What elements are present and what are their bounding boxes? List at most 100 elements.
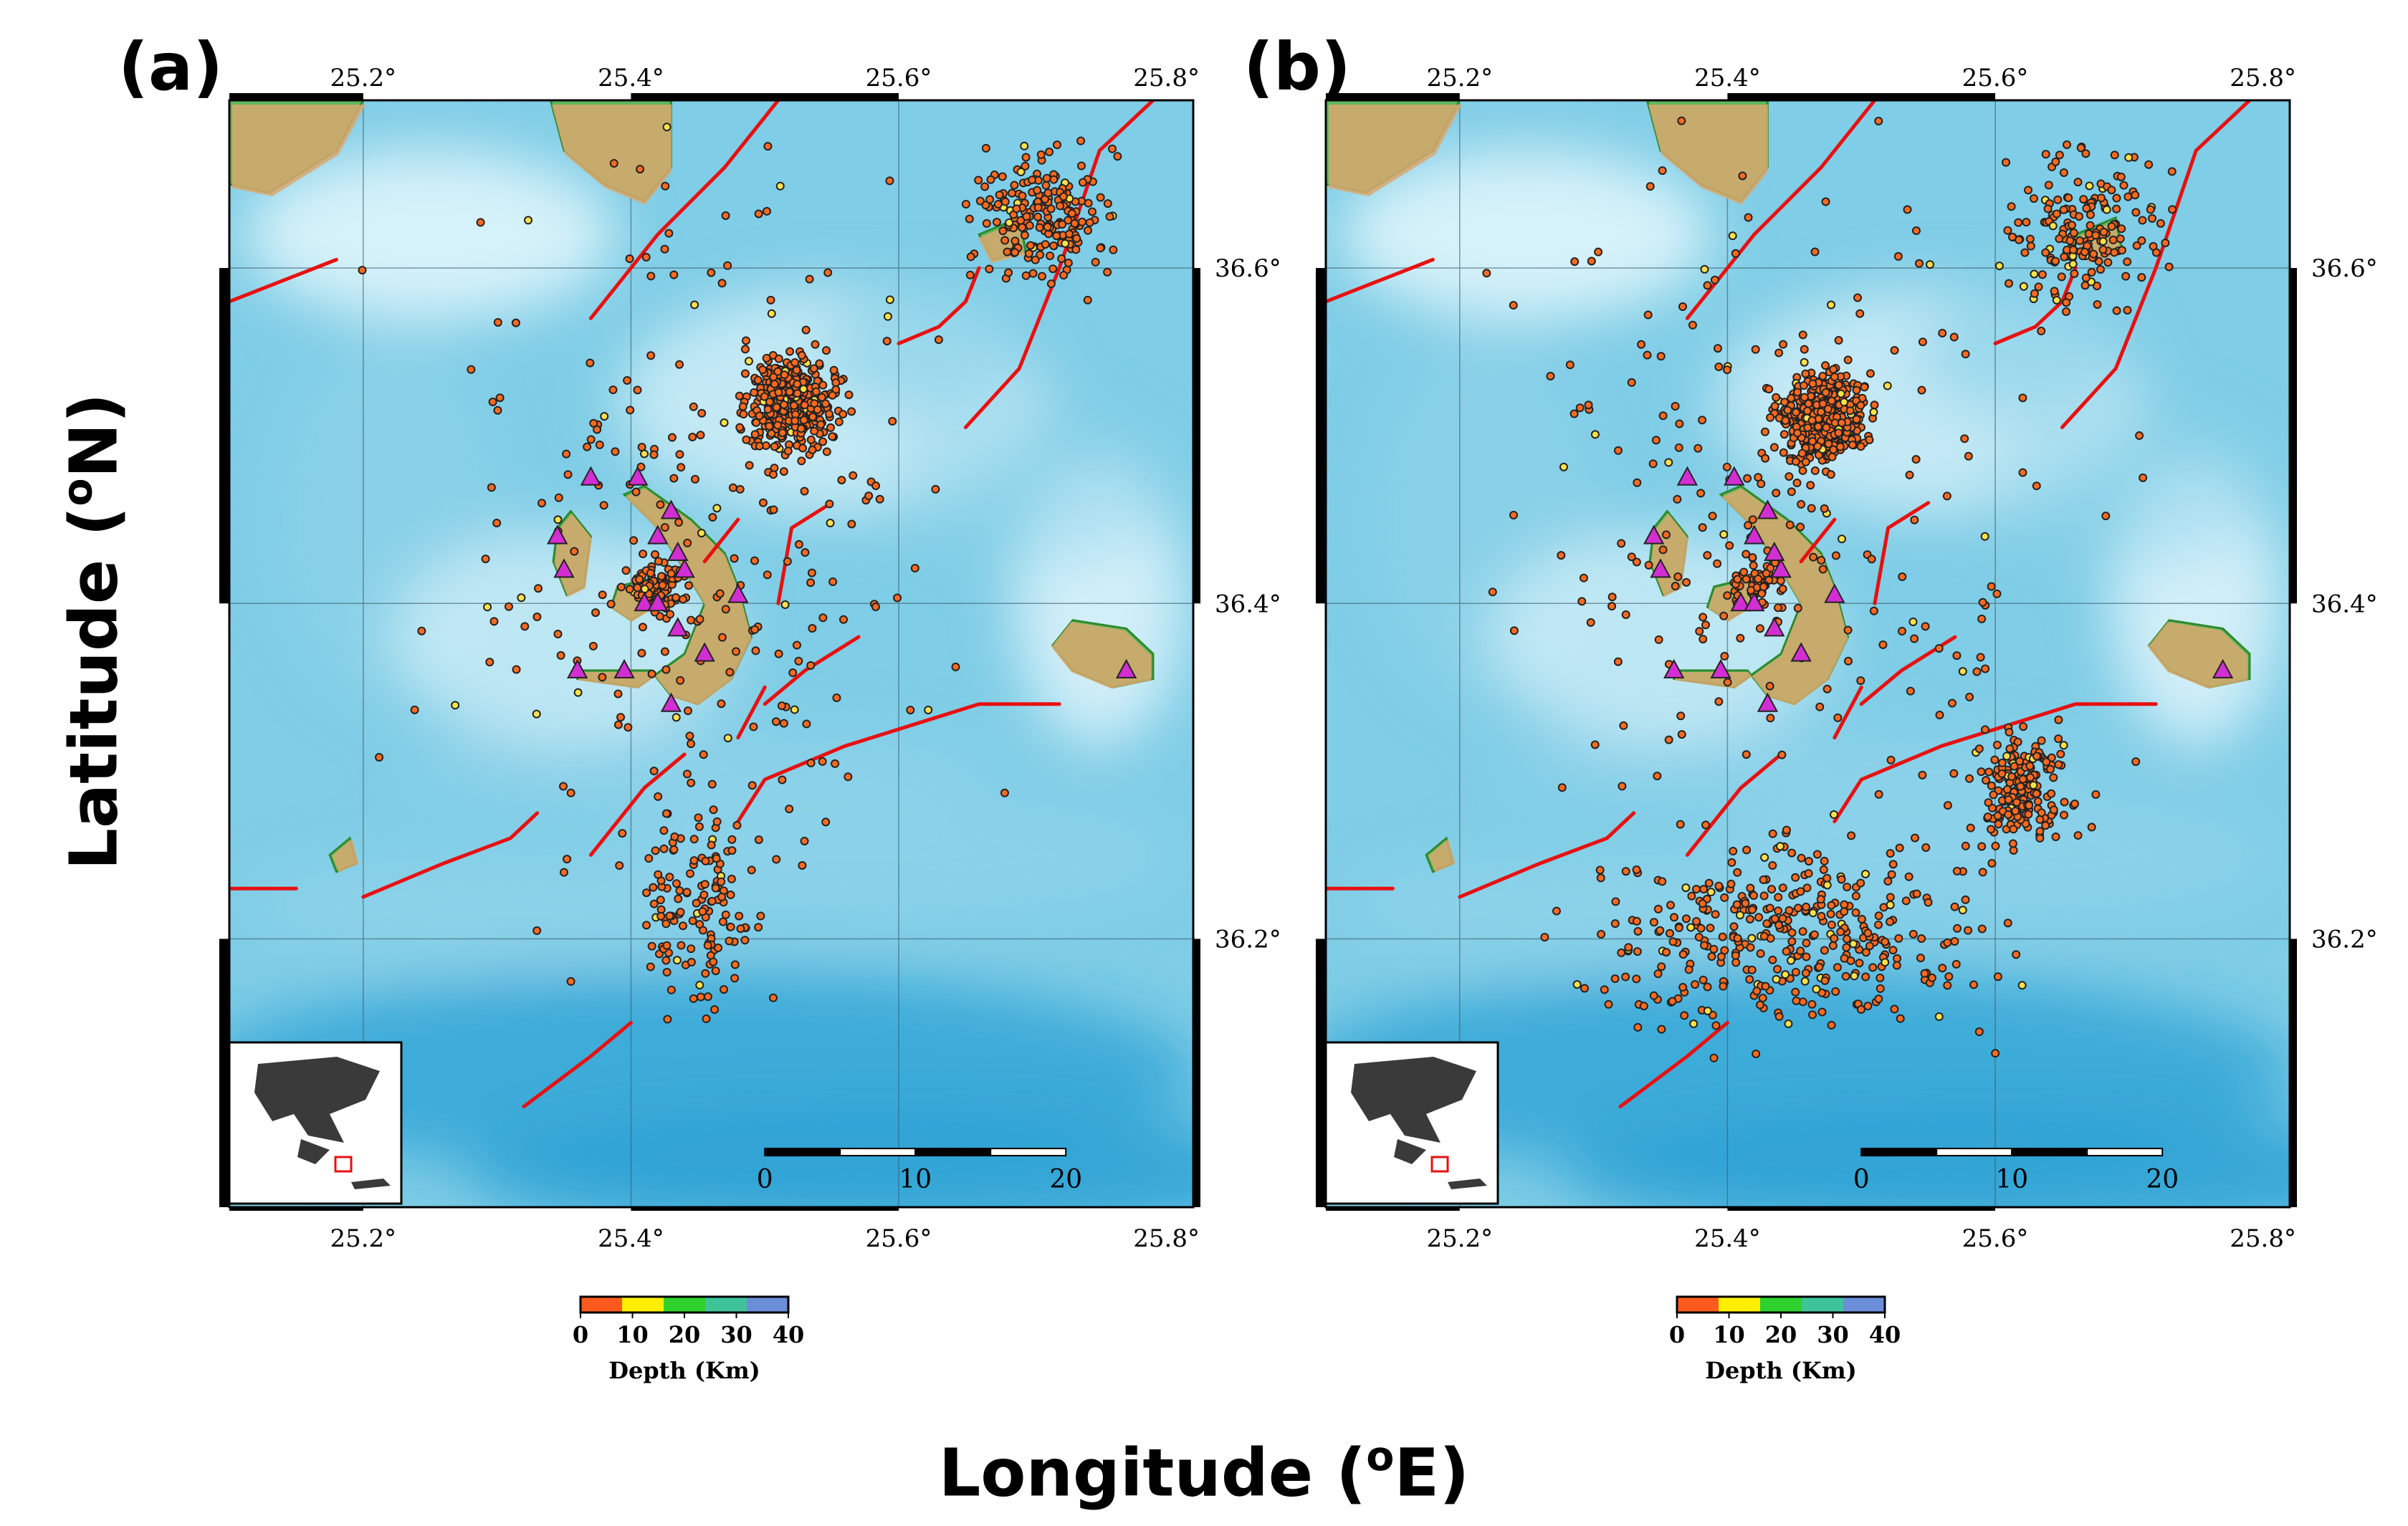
epicenter-marker <box>1755 1000 1764 1009</box>
epicenter-marker <box>2002 752 2012 761</box>
epicenter-marker <box>1747 934 1757 943</box>
epicenter-marker <box>1777 750 1787 759</box>
epicenter-marker <box>553 515 563 524</box>
epicenter-marker <box>718 917 727 926</box>
epicenter-marker <box>1856 1005 1865 1014</box>
epicenter-marker <box>1020 141 1029 150</box>
epicenter-marker <box>659 844 669 853</box>
epicenter-marker <box>2068 245 2078 254</box>
epicenter-marker <box>1804 869 1813 878</box>
epicenter-marker <box>688 433 697 442</box>
epicenter-marker <box>714 944 723 953</box>
epicenter-marker <box>758 498 768 507</box>
epicenter-marker <box>684 581 694 590</box>
epicenter-marker <box>1668 937 1678 946</box>
epicenter-marker <box>2008 839 2017 848</box>
epicenter-marker <box>821 346 831 355</box>
epicenter-marker <box>2103 258 2113 267</box>
epicenter-marker <box>609 158 618 168</box>
epicenter-marker <box>2010 762 2019 771</box>
lon-tick-label-bottom: 25.8° <box>1133 1224 1200 1253</box>
epicenter-marker <box>792 640 801 650</box>
epicenter-marker <box>770 442 779 451</box>
epicenter-marker <box>1733 868 1742 877</box>
epicenter-marker <box>818 613 828 623</box>
epicenter-marker <box>2131 208 2141 217</box>
epicenter-marker <box>1078 178 1087 187</box>
epicenter-marker <box>1821 388 1830 397</box>
epicenter-marker <box>1861 972 1870 982</box>
station-triangle <box>727 583 749 603</box>
epicenter-marker <box>2167 167 2177 176</box>
epicenter-marker <box>2017 981 2027 990</box>
epicenter-marker <box>1552 906 1561 916</box>
epicenter-marker <box>1835 442 1845 451</box>
epicenter-marker <box>1851 891 1860 901</box>
epicenter-marker <box>517 593 526 603</box>
epicenter-marker <box>1004 268 1013 277</box>
epicenter-marker <box>723 734 732 743</box>
epicenter-marker <box>1720 893 1729 902</box>
epicenter-marker <box>1113 152 1122 161</box>
epicenter-marker <box>2124 153 2134 162</box>
inset-map <box>1326 1041 1499 1205</box>
epicenter-marker <box>661 181 670 191</box>
map-svg-b: 0 10 20 <box>1316 93 2297 1211</box>
epicenter-marker <box>631 487 641 496</box>
epicenter-marker <box>1762 569 1771 578</box>
epicenter-marker <box>1828 452 1837 461</box>
epicenter-marker <box>1817 555 1826 565</box>
epicenter-marker <box>788 668 798 678</box>
epicenter-marker <box>1673 572 1683 582</box>
epicenter-marker <box>1800 976 1810 986</box>
epicenter-marker <box>1806 481 1815 490</box>
epicenter-marker <box>871 481 881 491</box>
epicenter-marker <box>661 665 671 674</box>
epicenter-marker <box>774 354 783 363</box>
epicenter-marker <box>566 788 575 797</box>
x-axis-title-sup: o <box>1366 1433 1395 1480</box>
epicenter-marker <box>1027 176 1036 185</box>
epicenter-marker <box>1757 479 1766 489</box>
epicenter-marker <box>792 365 801 375</box>
epicenter-marker <box>730 960 740 969</box>
epicenter-marker <box>1964 451 1973 461</box>
epicenter-marker <box>1782 946 1791 956</box>
epicenter-marker <box>670 832 679 841</box>
epicenter-marker <box>808 445 817 454</box>
epicenter-marker <box>1821 197 1830 206</box>
epicenter-marker <box>1710 275 1719 284</box>
epicenter-marker <box>606 600 616 609</box>
epicenter-marker <box>2030 269 2039 279</box>
epicenter-marker <box>2059 205 2068 214</box>
epicenter-marker <box>675 886 684 896</box>
epicenter-marker <box>1978 598 1987 607</box>
epicenter-marker <box>1793 903 1802 913</box>
epicenter-marker <box>1698 975 1708 984</box>
epicenter-marker <box>2110 248 2119 257</box>
epicenter-marker <box>375 752 384 762</box>
epicenter-marker <box>1738 171 1747 181</box>
epicenter-marker <box>1827 901 1836 910</box>
epicenter-marker <box>1690 980 1699 989</box>
epicenter-marker <box>1751 345 1760 354</box>
x-axis-title: Longitude (oE) <box>0 1433 2408 1511</box>
epicenter-marker <box>1772 393 1781 402</box>
station-triangle <box>627 466 649 486</box>
colorbar-tick-label: 30 <box>1817 1321 1849 1348</box>
epicenter-marker <box>1064 258 1073 267</box>
epicenter-marker <box>1843 883 1852 892</box>
epicenter-marker <box>1674 443 1683 452</box>
epicenter-marker <box>1673 494 1682 504</box>
bathymetry-patch <box>246 855 748 956</box>
epicenter-marker <box>1704 878 1714 888</box>
faults <box>229 100 1155 1109</box>
bathymetry-patch <box>818 287 1033 417</box>
epicenter-marker <box>1036 250 1045 259</box>
epicenter-marker <box>1680 1011 1689 1020</box>
lat-tick-label: 36.2° <box>1215 925 1281 954</box>
epicenter-marker <box>747 781 757 790</box>
epicenter-marker <box>1613 446 1623 455</box>
epicenter-marker <box>2054 715 2063 724</box>
epicenter-marker <box>1759 875 1768 884</box>
